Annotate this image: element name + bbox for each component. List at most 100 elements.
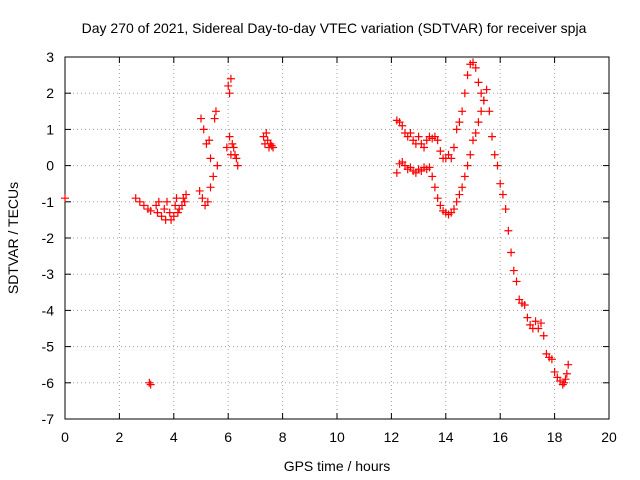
data-point [564,360,573,369]
data-point [455,190,464,199]
data-point [180,197,189,206]
data-point [547,355,556,364]
data-point [507,248,516,257]
data-point [172,194,181,203]
data-point [458,183,467,192]
data-point [157,212,166,221]
data-points [61,58,573,389]
data-point [471,63,480,72]
data-point [163,197,171,206]
data-point [504,226,513,235]
data-point [169,212,178,221]
data-point [139,201,148,210]
x-axis-label: GPS time / hours [284,458,391,474]
data-point [449,143,458,152]
data-point [449,205,458,214]
data-point [222,143,231,152]
y-tick-label: -3 [42,266,55,282]
x-tick-label: 6 [224,429,232,445]
y-tick-label: -6 [42,375,55,391]
y-tick-label: 2 [46,85,54,101]
data-point [501,205,510,214]
data-point [146,380,155,389]
x-tick-label: 10 [329,429,345,445]
y-tick-label: 1 [46,121,54,137]
data-point [560,378,569,387]
data-point [433,194,442,203]
data-point [428,172,437,181]
data-point [458,107,467,116]
data-point [406,129,415,138]
plot-frame [64,56,610,420]
data-point [488,132,497,141]
data-point [213,161,222,170]
data-point [425,163,434,172]
x-tick-label: 12 [384,429,400,445]
data-point [452,197,461,206]
y-tick-label: 0 [46,158,54,174]
data-point [267,141,276,150]
data-point [447,154,456,163]
data-point [231,150,239,159]
data-point [182,190,191,199]
data-point [531,317,540,326]
data-point [154,197,163,206]
data-point [469,58,477,67]
data-point [477,89,486,98]
x-tick-label: 20 [601,429,617,445]
data-point [485,107,494,116]
data-point [479,96,488,105]
y-axis-label: SDTVAR / TECUs [5,182,21,294]
data-point [436,147,445,156]
x-tick-label: 16 [492,429,508,445]
data-point [550,367,559,376]
data-point [463,71,472,80]
data-point [224,81,233,90]
data-point [558,380,567,389]
x-tick-label: 2 [116,429,124,445]
data-point [392,168,401,177]
data-point [226,74,235,83]
data-point [420,143,429,152]
data-point [539,331,548,340]
data-point [474,78,483,87]
data-point [471,129,480,138]
data-point [160,205,169,214]
axis-ticks [64,56,610,420]
data-point [211,107,220,116]
y-tick-label: -4 [42,302,55,318]
x-tick-label: 18 [547,429,563,445]
data-point [537,319,545,328]
data-point [433,136,442,145]
data-point [146,206,155,215]
y-tick-label: -7 [42,411,55,427]
x-tick-label: 14 [438,429,454,445]
y-tick-label: -5 [42,339,55,355]
x-tick-label: 0 [61,429,69,445]
data-point [520,300,529,309]
data-point [469,136,477,145]
data-point [195,186,204,195]
data-point [198,194,207,203]
data-point [477,107,486,116]
data-point [474,118,483,127]
data-point [414,132,423,141]
data-point [496,179,505,188]
data-point [493,161,502,170]
data-point [452,125,461,134]
data-point [509,266,518,275]
data-point [61,194,69,203]
data-point [205,136,214,145]
data-point [561,375,570,384]
data-point [209,172,218,181]
data-point [199,125,208,134]
data-point [145,378,154,387]
data-point [197,114,205,123]
data-point [269,143,278,152]
data-point [534,324,543,333]
data-point [206,154,215,163]
data-point [512,277,521,286]
data-point [232,154,241,163]
data-point [203,197,212,206]
